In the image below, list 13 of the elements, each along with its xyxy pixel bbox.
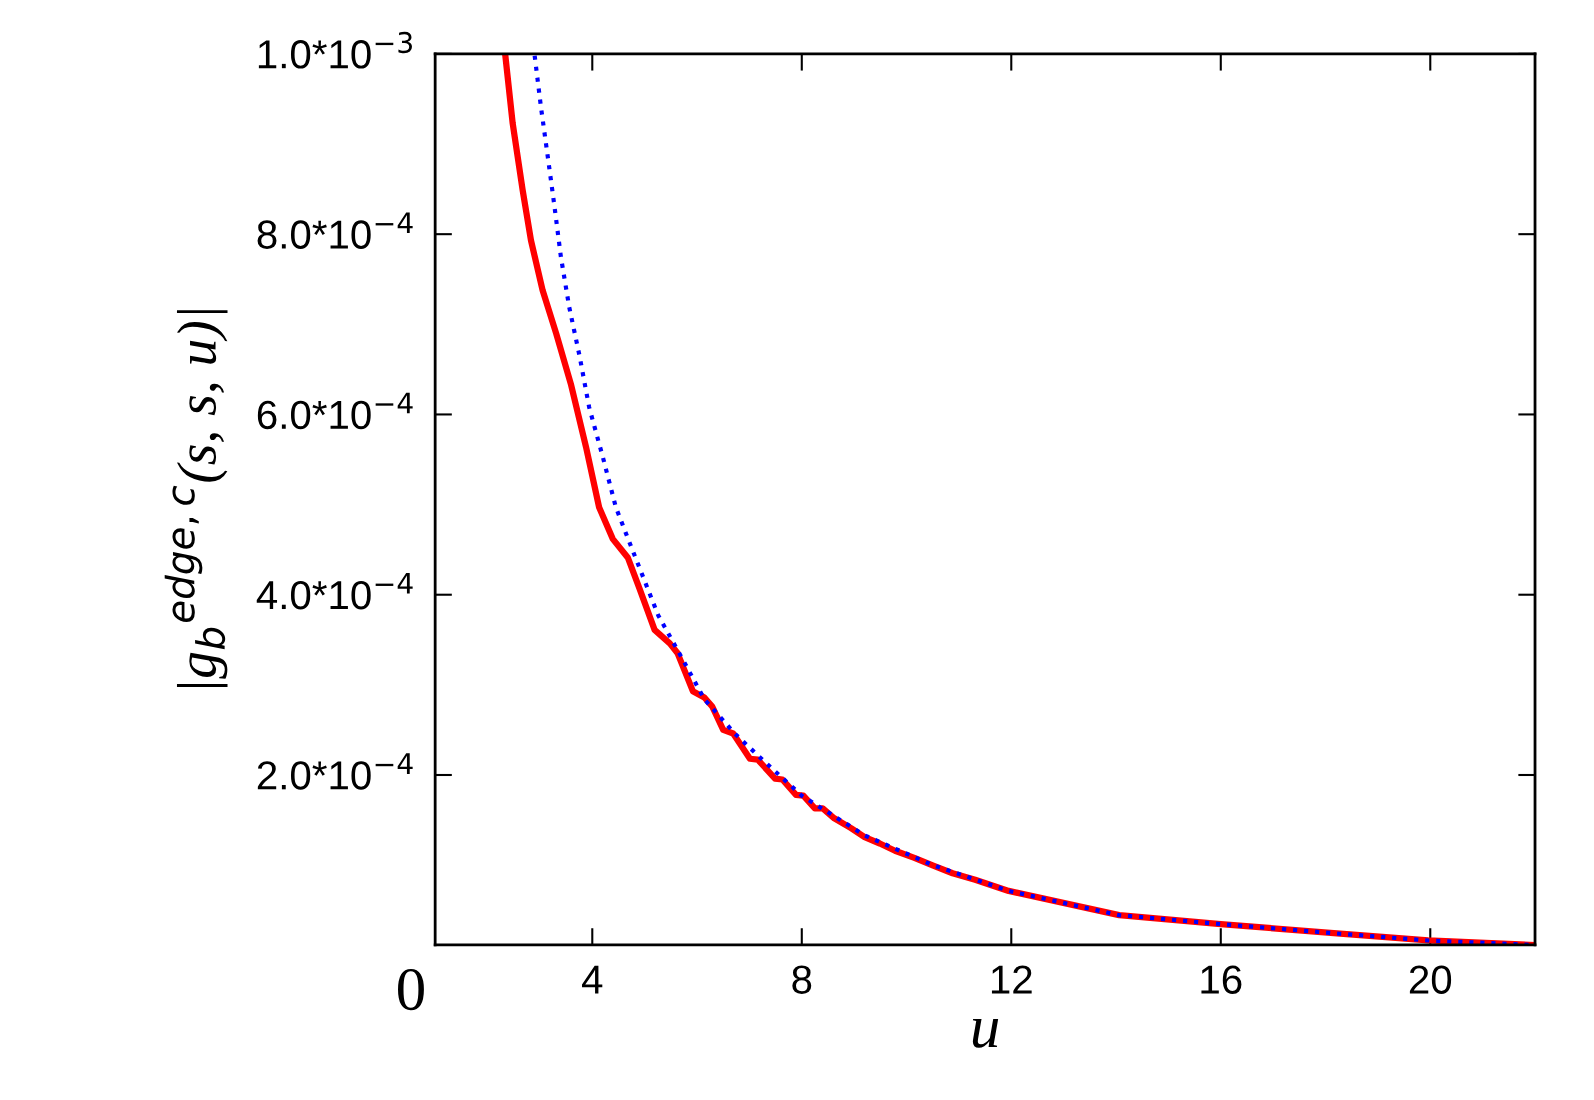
x-tick-label: 8 xyxy=(792,965,812,994)
x-tick-label: 16 xyxy=(1201,965,1242,994)
x-tick-label: 4 xyxy=(582,965,603,994)
y-tick-label: 4.0*10$^{−4}$ xyxy=(256,573,413,610)
x-tick-label: 20 xyxy=(1409,965,1452,994)
y-tick-label: 1.0*10$^{−3}$ xyxy=(258,31,412,69)
y-tick-label: 8.0*10$^{−4}$ xyxy=(257,212,413,249)
x-tick-label: 12 xyxy=(991,965,1032,994)
x-axis-title: u xyxy=(972,1019,999,1048)
text: 0 xyxy=(398,968,424,1011)
y-tick-label: 6.0*10$^{−4}$ xyxy=(257,392,413,430)
y-tick-label: 2.0*10$^{−4}$ xyxy=(257,753,413,790)
y-axis-title: |g$_{b}$$^{edge,c}$(s, s, u)| xyxy=(164,310,228,687)
